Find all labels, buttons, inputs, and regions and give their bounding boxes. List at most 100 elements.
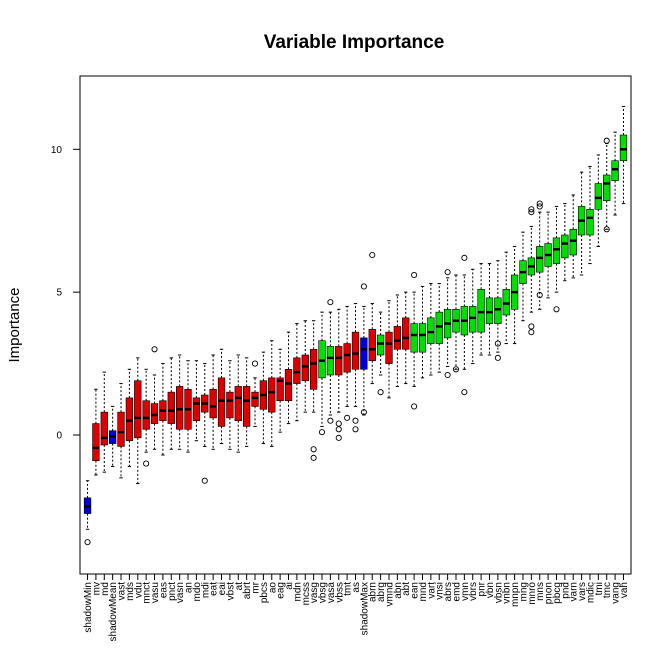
box-body (142, 400, 150, 430)
outlier-point (352, 426, 359, 433)
x-tick-label: md (100, 582, 111, 596)
box-pnon (544, 211, 552, 299)
box-body (603, 174, 611, 202)
box-eas (159, 363, 167, 456)
outlier-point (310, 446, 317, 453)
x-tick-label: abrt (242, 582, 253, 599)
box-body (251, 391, 259, 407)
box-body (594, 183, 602, 210)
outlier-point (553, 306, 560, 313)
box-body (217, 377, 226, 427)
outlier-point (603, 137, 610, 144)
box-mr (251, 360, 259, 427)
box-body (276, 377, 284, 402)
x-tick-label: mnpn (510, 582, 521, 607)
outlier-point (360, 283, 367, 290)
box-vah (619, 105, 628, 205)
box-body (309, 348, 318, 390)
x-tick-label: mnct (142, 582, 153, 604)
box-mnct (142, 368, 150, 467)
y-axis-label: Importance (6, 287, 23, 362)
box-body (335, 346, 343, 376)
box-body (284, 368, 293, 402)
x-tick-label: mr (251, 581, 262, 593)
box-body (502, 288, 510, 316)
x-tick-label: ao (267, 582, 278, 594)
x-tick-label: vasn (175, 582, 186, 603)
box-mnro (527, 206, 536, 336)
box-mnpn (510, 245, 519, 345)
x-tick-label: mds (125, 582, 136, 601)
x-tick-label: pnd (560, 582, 571, 599)
box-abrt (242, 357, 251, 447)
outlier-point (411, 403, 418, 410)
x-tick-label: eai (217, 582, 228, 595)
box-vbst (226, 360, 234, 450)
x-tick-label: pbcg (552, 582, 563, 604)
x-tick-label: vbss (334, 582, 345, 603)
box-ai (284, 331, 293, 425)
box-shadowMin (83, 480, 92, 546)
outlier-point (536, 200, 543, 207)
box-body (552, 237, 561, 264)
x-tick-label: eag (276, 582, 287, 599)
box-vmnd (385, 300, 393, 399)
x-tick-label: pbcs (259, 582, 270, 603)
box-body (242, 386, 251, 427)
x-tick-label: vars (577, 582, 588, 601)
x-tick-label: an (184, 582, 195, 593)
box-vdu (134, 357, 142, 485)
box-body (134, 380, 142, 439)
box-mdo (192, 360, 201, 442)
box-vast (117, 383, 125, 479)
x-tick-label: as (351, 582, 362, 593)
y-tick-label: 5 (56, 288, 62, 299)
box-vasg (309, 320, 318, 461)
box-as (351, 303, 360, 433)
box-body (410, 323, 418, 353)
box-body (234, 386, 242, 422)
box-body (561, 234, 569, 259)
x-tick-label: varn (569, 582, 580, 601)
box-vmn (460, 254, 469, 396)
x-tick-label: vmnd (384, 582, 395, 606)
outlier-point (528, 209, 535, 216)
x-tick-label: abrs (443, 582, 454, 601)
x-tick-label: vasu (150, 582, 161, 603)
boxes-layer (83, 105, 628, 546)
box-tmt (343, 305, 351, 421)
x-tick-label: abt (401, 582, 412, 596)
box-body (226, 391, 234, 419)
outlier-point (201, 477, 208, 484)
outlier-point (335, 420, 342, 427)
outlier-point (151, 346, 158, 353)
box-body (485, 297, 494, 324)
box-mdic (586, 165, 594, 265)
box-body (477, 288, 485, 333)
box-pnct (167, 357, 175, 450)
box-pnd (561, 203, 569, 282)
outlier-point (327, 417, 334, 424)
x-tick-label: mdic (585, 582, 596, 603)
box-body (343, 343, 351, 373)
box-vbsn (494, 260, 502, 361)
box-body (175, 386, 184, 430)
box-eag (276, 348, 284, 433)
box-emd (452, 274, 460, 373)
box-body (125, 397, 134, 442)
box-mds (125, 368, 134, 467)
x-tick-label: tmt (343, 582, 354, 596)
box-body (619, 134, 628, 162)
x-tick-label: pnct (167, 582, 178, 601)
box-vbss (335, 308, 343, 441)
box-body (536, 246, 544, 273)
x-tick-label: vah (619, 582, 630, 598)
box-abt (402, 291, 410, 385)
box-tmi (594, 154, 602, 247)
outlier-point (494, 354, 501, 361)
x-tick-label: pnon (544, 582, 555, 604)
box-body (586, 208, 594, 236)
plot-frame (79, 75, 632, 575)
x-tick-label: shadowMax (359, 582, 370, 635)
box-mcss (301, 320, 309, 413)
